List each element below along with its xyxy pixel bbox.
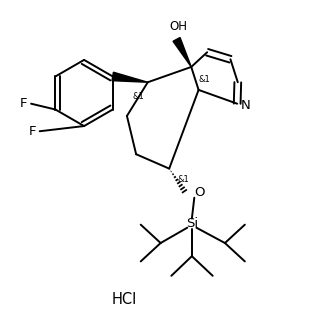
Text: Si: Si	[186, 217, 198, 229]
Text: O: O	[194, 186, 205, 199]
Text: N: N	[241, 99, 250, 112]
Polygon shape	[173, 38, 191, 67]
Polygon shape	[112, 72, 148, 82]
Text: &1: &1	[178, 175, 189, 184]
Text: OH: OH	[169, 19, 187, 33]
Text: HCl: HCl	[112, 292, 137, 306]
Text: F: F	[28, 125, 36, 138]
Text: &1: &1	[199, 75, 211, 84]
Text: F: F	[20, 97, 27, 110]
Text: &1: &1	[132, 92, 144, 101]
